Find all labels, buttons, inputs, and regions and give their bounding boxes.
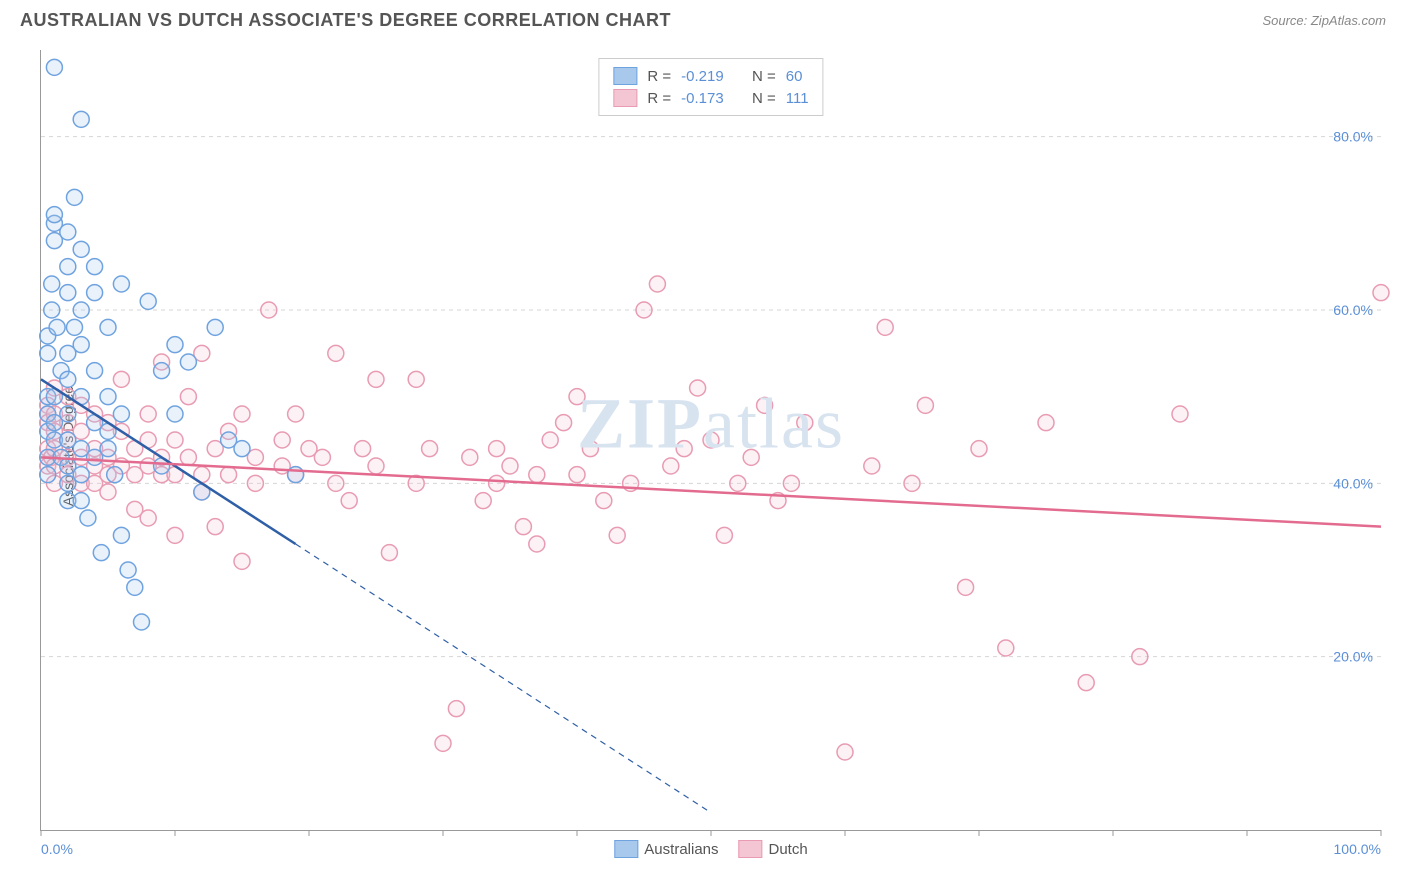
svg-text:100.0%: 100.0% bbox=[1334, 841, 1381, 857]
legend-row-dutch: R =-0.173 N =111 bbox=[613, 87, 808, 109]
svg-text:0.0%: 0.0% bbox=[41, 841, 73, 857]
svg-text:60.0%: 60.0% bbox=[1333, 302, 1373, 318]
scatter-svg: 20.0%40.0%60.0%80.0%0.0%100.0% bbox=[41, 50, 1381, 830]
swatch-dutch bbox=[613, 89, 637, 107]
chart-title: AUSTRALIAN VS DUTCH ASSOCIATE'S DEGREE C… bbox=[20, 10, 671, 31]
svg-text:20.0%: 20.0% bbox=[1333, 649, 1373, 665]
legend-item-dutch: Dutch bbox=[739, 840, 808, 858]
legend-row-australians: R =-0.219 N =60 bbox=[613, 65, 808, 87]
correlation-legend: R =-0.219 N =60 R =-0.173 N =111 bbox=[598, 58, 823, 116]
source-attribution: Source: ZipAtlas.com bbox=[1262, 13, 1386, 28]
legend-label: Australians bbox=[644, 841, 718, 858]
series-legend: Australians Dutch bbox=[614, 840, 807, 858]
legend-item-australians: Australians bbox=[614, 840, 718, 858]
swatch-icon bbox=[739, 840, 763, 858]
swatch-australians bbox=[613, 67, 637, 85]
svg-text:40.0%: 40.0% bbox=[1333, 475, 1373, 491]
svg-text:80.0%: 80.0% bbox=[1333, 129, 1373, 145]
plot-area: ZIPatlas R =-0.219 N =60 R =-0.173 N =11… bbox=[40, 50, 1381, 831]
swatch-icon bbox=[614, 840, 638, 858]
legend-label: Dutch bbox=[769, 841, 808, 858]
